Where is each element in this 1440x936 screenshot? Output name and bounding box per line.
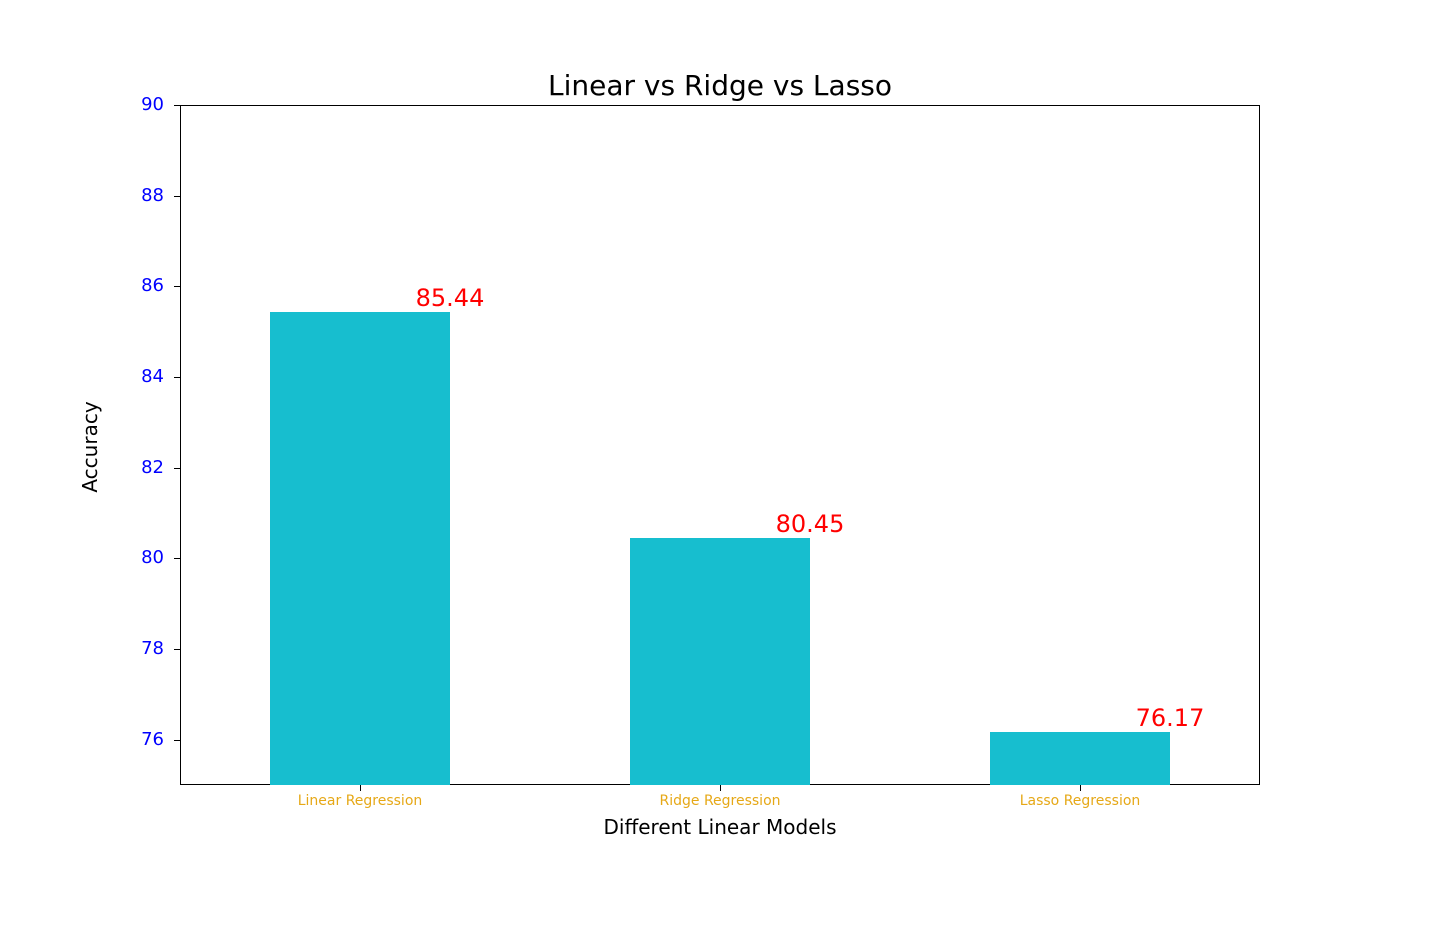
y-tick-label: 80 xyxy=(104,547,164,568)
x-tick-label: Ridge Regression xyxy=(659,793,780,809)
x-tick-label: Linear Regression xyxy=(298,793,423,809)
chart-title: Linear vs Ridge vs Lasso xyxy=(180,69,1260,102)
x-axis-label: Different Linear Models xyxy=(180,815,1260,839)
y-tick-label: 78 xyxy=(104,638,164,659)
x-tick-mark xyxy=(360,785,361,791)
y-axis-label: Accuracy xyxy=(78,107,102,787)
y-tick-mark xyxy=(174,105,180,106)
y-tick-mark xyxy=(174,286,180,287)
chart-bar xyxy=(270,312,450,785)
chart-canvas: Linear vs Ridge vs Lasso Accuracy Differ… xyxy=(0,0,1440,936)
bar-value-label: 76.17 xyxy=(1136,704,1205,732)
y-tick-mark xyxy=(174,377,180,378)
y-tick-mark xyxy=(174,649,180,650)
y-tick-mark xyxy=(174,740,180,741)
y-tick-label: 84 xyxy=(104,366,164,387)
y-tick-mark xyxy=(174,468,180,469)
x-tick-mark xyxy=(720,785,721,791)
x-tick-mark xyxy=(1080,785,1081,791)
y-tick-label: 86 xyxy=(104,275,164,296)
bar-value-label: 80.45 xyxy=(776,510,845,538)
y-tick-label: 76 xyxy=(104,729,164,750)
x-tick-label: Lasso Regression xyxy=(1020,793,1141,809)
y-tick-label: 88 xyxy=(104,185,164,206)
bar-value-label: 85.44 xyxy=(416,284,485,312)
y-tick-mark xyxy=(174,196,180,197)
y-tick-label: 82 xyxy=(104,457,164,478)
chart-bar xyxy=(630,538,810,785)
chart-bar xyxy=(990,732,1170,785)
y-tick-mark xyxy=(174,558,180,559)
y-tick-label: 90 xyxy=(104,94,164,115)
